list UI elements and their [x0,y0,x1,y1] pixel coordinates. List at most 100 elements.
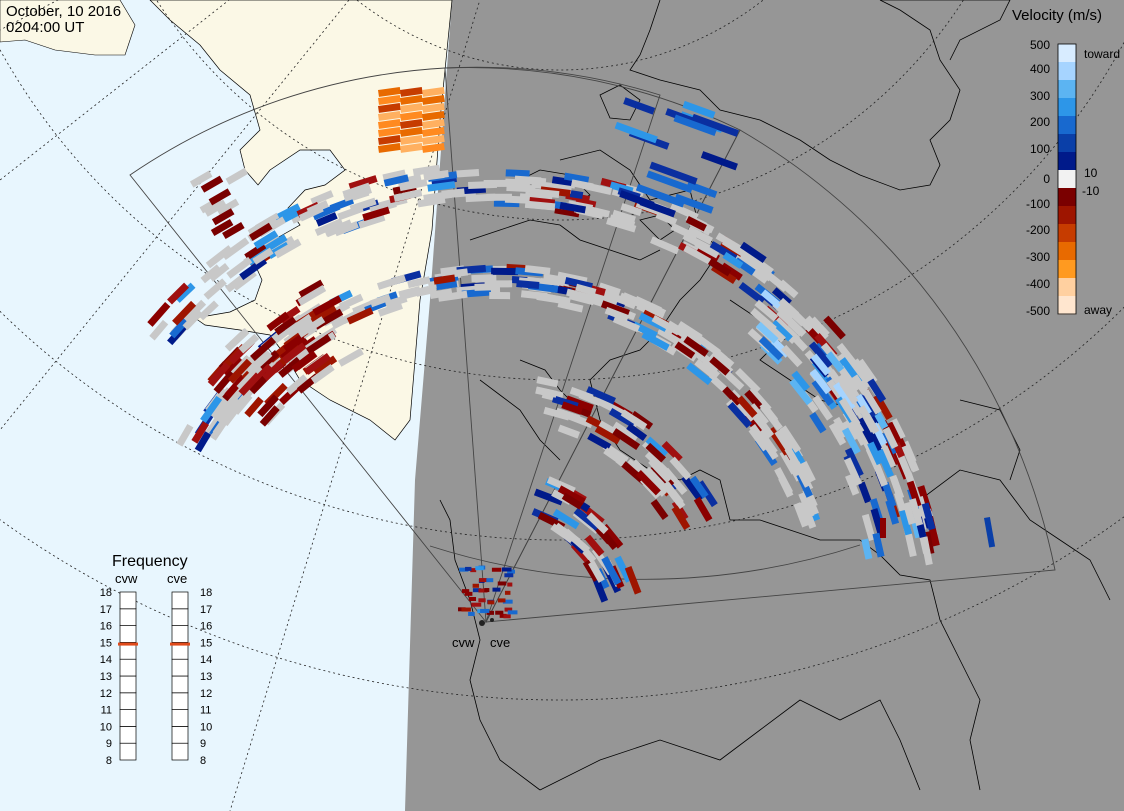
scatter-cell [200,264,222,284]
frequency-tick-label: 17 [200,604,212,616]
colorbar-tick-label: 300 [1030,89,1050,103]
scatter-cell [200,175,224,193]
scatter-cell [809,368,832,395]
scatter-cell [252,247,274,265]
scatter-cell [291,350,317,373]
scatter-cell [645,474,668,497]
scatter-cell [397,174,422,186]
scatter-cell [468,596,477,601]
scatter-cell [208,188,232,206]
colorbar-segment [1058,80,1076,99]
frequency-tick-label: 14 [200,654,212,666]
frequency-bin [119,726,137,744]
frequency-tick-label: 13 [200,671,212,683]
scatter-cell [841,427,861,455]
scatter-cell [198,300,219,321]
scatter-cell [722,251,744,269]
scatter-cell [738,281,766,305]
scatter-cell [686,362,713,386]
colorbar-segment [1058,152,1076,171]
scatter-cell [674,341,696,359]
scatter-cell [755,321,779,344]
scatter-cell [489,291,511,300]
scatter-cell [251,350,273,371]
scatter-cell [785,317,805,337]
frequency-tick-label: 12 [200,688,212,700]
scatter-cell [872,532,885,558]
scatter-cell [758,336,784,361]
scatter-cell [536,376,559,388]
frequency-tick-label: 13 [100,671,112,683]
colorbar-tick-label: 0 [1043,172,1050,186]
scatter-cell [682,100,716,119]
scatter-cell [682,340,709,363]
scatter-cell [685,216,707,232]
frequency-title: Frequency [112,553,188,570]
scatter-cell [683,336,709,357]
scatter-cell [674,193,714,214]
scatter-cell [670,223,698,241]
scatter-cell [535,386,558,398]
scatter-cell [770,319,793,342]
toward-label: toward [1084,47,1120,61]
scatter-cell [760,289,782,309]
scatter-cell [244,396,264,418]
scatter-cell [746,252,774,275]
frequency-bin [171,625,189,643]
scatter-cell [612,315,641,333]
scatter-cell [471,602,482,607]
scatter-cell [529,188,560,199]
scatter-cell [755,416,775,439]
scatter-cell [433,274,456,285]
scatter-cell [648,458,668,479]
frequency-bars: 18 18 17 17 16 16 15 15 14 14 13 13 12 12 11 11 10 10 9 9 8 8 [100,587,213,767]
scatter-cell [554,206,580,218]
scatter-cell [169,318,189,339]
scatter-cell [257,394,280,418]
scatter-cell [763,270,789,292]
scatter-cell [478,588,488,593]
frequency-bin [119,658,137,677]
frequency-bin [119,709,137,727]
scatter-cell [400,110,423,121]
frequency-tick-label: 8 [106,755,112,767]
scatter-cell [285,314,313,336]
scatter-cell [297,316,326,338]
scatter-cell [880,518,886,538]
scatter-cell [384,295,408,309]
scatter-cell [167,282,189,305]
colorbar-tick-label: -400 [1026,277,1050,291]
scatter-cell [686,226,713,245]
frequency-tick-label: 14 [100,654,112,666]
frequency-bin [119,591,137,610]
scatter-cell [836,342,858,367]
scatter-cell [650,499,669,521]
colorbar-frame [1057,43,1077,315]
scatter-cell [557,485,586,506]
scatter-cell [561,401,583,415]
colorbar-segment [1058,134,1076,153]
scatter-cell [735,367,761,394]
scatter-cell [421,118,445,129]
radar-sites: cvw cve [452,618,510,650]
scatter-cell [285,374,308,395]
scatter-cell [412,164,440,176]
frequency-tick-label: 11 [101,705,112,717]
scatter-cell [400,102,423,113]
scatter-cell [524,265,551,275]
scatter-cell [605,291,630,306]
scatter-cell [421,126,445,137]
scatter-cell [575,283,597,296]
frequency-bin [171,726,189,744]
scatter-cell [880,445,897,469]
scatter-cell [421,94,445,105]
scatter-cell [461,288,492,298]
scatter-cell [224,375,246,399]
scatter-cell [812,395,833,421]
scatter-cell [504,590,511,595]
colorbar-segment [1058,188,1076,207]
scatter-cell [851,374,869,396]
scatter-cell [503,614,511,619]
scatter-cell [661,441,683,463]
radar-site-cve [490,618,494,622]
